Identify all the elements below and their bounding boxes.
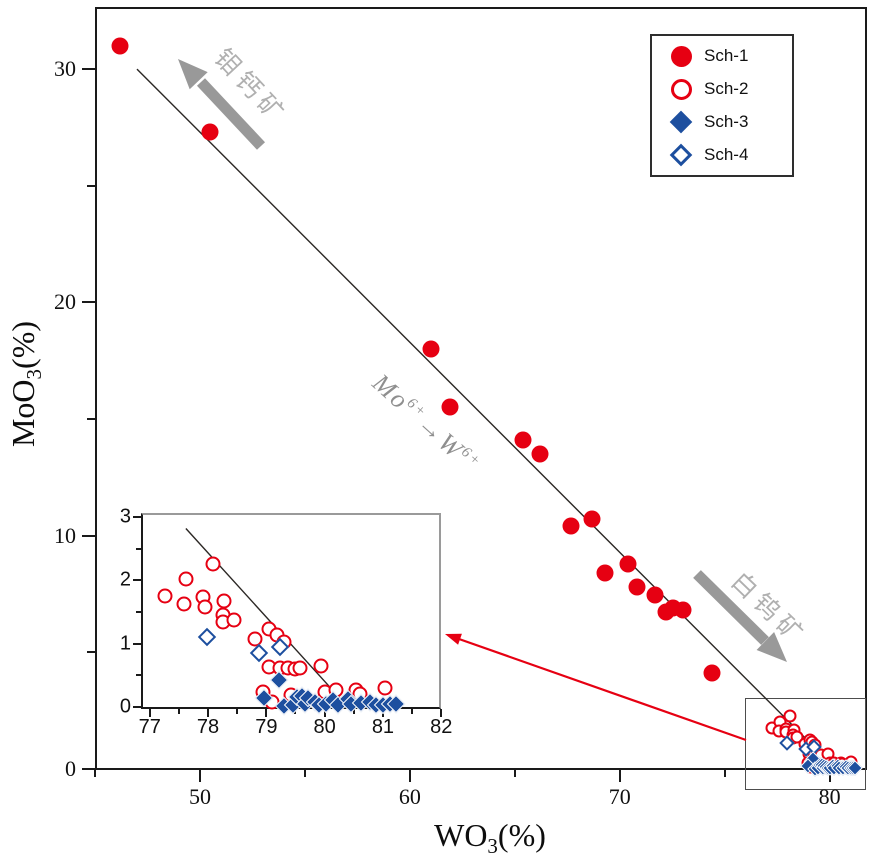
x-minor-tick xyxy=(513,769,516,777)
x-minor-tick xyxy=(723,769,726,777)
inset-x-tick-label: 80 xyxy=(313,716,336,738)
inset-x-major-tick xyxy=(265,709,268,717)
x-title-unit: (%) xyxy=(497,816,546,853)
legend-label: Sch-2 xyxy=(704,79,749,98)
x-minor-tick xyxy=(303,769,306,777)
x-minor-tick xyxy=(94,769,96,777)
sch-1-point xyxy=(201,123,219,141)
inset-y-minor-tick xyxy=(136,674,141,677)
filled-circle-icon xyxy=(667,45,695,67)
sch-2-point-inset xyxy=(176,596,192,612)
open-circle-icon xyxy=(667,78,695,100)
x-tick-label: 80 xyxy=(818,784,841,809)
y-minor-tick xyxy=(87,184,95,187)
inset-x-minor-tick xyxy=(411,709,414,714)
y-major-tick xyxy=(82,68,95,71)
x-major-tick xyxy=(198,769,201,782)
y-major-tick xyxy=(82,534,95,537)
sch-1-point xyxy=(703,664,721,682)
sch-1-point xyxy=(628,578,646,596)
inset-x-tick-label: 79 xyxy=(255,716,278,738)
legend-label: Sch-4 xyxy=(704,145,749,164)
y-major-tick xyxy=(82,768,95,770)
x-tick-label: 50 xyxy=(188,784,211,809)
inset-x-major-tick xyxy=(440,709,443,717)
inset-y-major-tick xyxy=(133,579,141,582)
sch-1-point xyxy=(619,555,637,573)
sch-2-point-inset xyxy=(216,593,232,609)
sch-2-point-inset xyxy=(178,571,194,586)
sch-1-point xyxy=(674,601,692,619)
y-major-tick xyxy=(82,301,95,304)
sch-1-point xyxy=(646,586,664,604)
inset-x-minor-tick xyxy=(236,709,239,714)
sch-1-point xyxy=(422,340,440,358)
legend-label: Sch-3 xyxy=(704,112,749,131)
inset-y-tick-label: 1 xyxy=(119,632,131,655)
y-tick-label: 20 xyxy=(54,289,76,315)
x-major-tick xyxy=(618,769,621,782)
y-tick-label: 10 xyxy=(54,522,76,548)
y-axis-title: MoO3(%) xyxy=(5,321,47,447)
inset-y-tick-label: 3 xyxy=(119,505,131,528)
inset-x-tick-label: 81 xyxy=(371,716,395,738)
inset-y-minor-tick xyxy=(136,611,141,614)
x-major-tick xyxy=(408,769,411,782)
sch-2-point-inset xyxy=(313,658,329,674)
inset-y-tick-label: 2 xyxy=(119,568,131,591)
sch-2-point-inset xyxy=(377,680,393,696)
sch-2-point-inset xyxy=(197,599,213,615)
sch-2-point xyxy=(783,709,797,723)
filled-diamond-icon xyxy=(667,110,695,134)
sch-2-point-inset xyxy=(247,631,263,647)
legend-item-sch1: Sch-1 xyxy=(667,43,792,69)
sch-2-point-inset xyxy=(226,612,242,628)
open-diamond-icon xyxy=(667,143,695,167)
sch-1-point xyxy=(583,510,601,528)
sch-2-point-inset xyxy=(157,588,173,604)
y-title-subscript: 3 xyxy=(22,368,47,380)
x-tick-label: 70 xyxy=(608,784,631,809)
y-tick-label: 0 xyxy=(65,756,76,781)
sch-1-point xyxy=(111,37,129,55)
inset-y-minor-tick xyxy=(136,547,141,550)
inset-x-tick-label: 82 xyxy=(430,716,453,738)
legend-item-sch2: Sch-2 xyxy=(667,76,792,102)
sch-1-point xyxy=(531,445,549,463)
inset-y-major-tick xyxy=(133,516,141,519)
legend-box: Sch-1 Sch-2 Sch-3 Sch-4 xyxy=(650,34,794,177)
inset-y-tick-label: 0 xyxy=(119,695,131,718)
legend-item-sch4: Sch-4 xyxy=(667,142,792,168)
x-title-text: WO xyxy=(434,816,488,853)
y-tick-label: 30 xyxy=(54,56,76,82)
inset-x-tick-label: 78 xyxy=(196,716,220,738)
y-minor-tick xyxy=(87,418,95,421)
legend-label: Sch-1 xyxy=(704,46,749,65)
sch-1-point xyxy=(514,431,532,449)
inset-x-tick-label: 77 xyxy=(138,716,161,738)
inset-x-major-tick xyxy=(148,709,151,717)
sch-1-point xyxy=(596,564,614,582)
inset-y-major-tick xyxy=(133,706,141,708)
sch-1-point xyxy=(562,517,580,535)
y-minor-tick xyxy=(87,651,95,654)
inset-x-minor-tick xyxy=(352,709,355,714)
sch-2-point-inset xyxy=(292,660,308,676)
inset-x-major-tick xyxy=(207,709,210,717)
sch-1-point xyxy=(441,398,459,416)
inset-x-minor-tick xyxy=(177,709,180,714)
inset-y-major-tick xyxy=(133,642,141,645)
inset-x-major-tick xyxy=(323,709,326,717)
x-tick-label: 60 xyxy=(398,784,421,809)
x-axis-title: WO3(%) xyxy=(434,817,546,859)
y-title-unit: (%) xyxy=(4,320,41,369)
legend-item-sch3: Sch-3 xyxy=(667,109,792,135)
sch-2-point-inset xyxy=(205,556,221,572)
y-title-text: MoO xyxy=(4,379,41,448)
main-plot-area xyxy=(95,7,867,770)
x-title-subscript: 3 xyxy=(487,834,498,859)
